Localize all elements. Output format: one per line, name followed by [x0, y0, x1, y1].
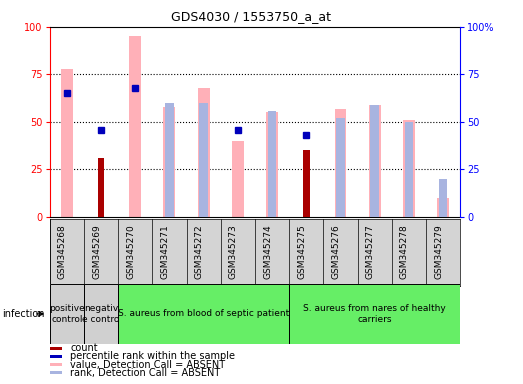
Bar — [98, 158, 105, 217]
Text: GDS4030 / 1553750_a_at: GDS4030 / 1553750_a_at — [171, 10, 331, 23]
Text: GSM345272: GSM345272 — [195, 224, 203, 279]
Bar — [405, 122, 413, 217]
Text: S. aureus from blood of septic patient: S. aureus from blood of septic patient — [118, 310, 289, 318]
Text: GSM345276: GSM345276 — [332, 224, 340, 279]
Bar — [50, 284, 84, 344]
Text: GSM345279: GSM345279 — [434, 224, 443, 279]
Text: GSM345277: GSM345277 — [366, 224, 374, 279]
Bar — [198, 88, 210, 217]
Bar — [50, 347, 62, 349]
Text: infection: infection — [3, 309, 45, 319]
Bar — [370, 105, 379, 217]
Bar — [266, 113, 278, 217]
Bar — [289, 284, 460, 344]
Text: GSM345269: GSM345269 — [92, 224, 101, 279]
Text: GSM345274: GSM345274 — [263, 224, 272, 279]
Bar — [303, 151, 310, 217]
Bar — [232, 141, 244, 217]
Text: negativ
e contro: negativ e contro — [82, 304, 120, 324]
Bar — [335, 109, 346, 217]
Bar — [437, 198, 449, 217]
Bar — [403, 120, 415, 217]
Bar — [50, 371, 62, 374]
Bar — [199, 103, 208, 217]
Bar — [61, 69, 73, 217]
Text: positive
control: positive control — [49, 304, 85, 324]
Bar — [336, 118, 345, 217]
Text: S. aureus from nares of healthy
carriers: S. aureus from nares of healthy carriers — [303, 304, 446, 324]
Text: count: count — [70, 343, 98, 353]
Bar — [50, 363, 62, 366]
Text: percentile rank within the sample: percentile rank within the sample — [70, 351, 235, 361]
Text: value, Detection Call = ABSENT: value, Detection Call = ABSENT — [70, 360, 225, 370]
Text: GSM345278: GSM345278 — [400, 224, 409, 279]
Bar — [50, 355, 62, 358]
Text: GSM345273: GSM345273 — [229, 224, 238, 279]
Bar — [268, 111, 276, 217]
Text: GSM345268: GSM345268 — [58, 224, 67, 279]
Text: rank, Detection Call = ABSENT: rank, Detection Call = ABSENT — [70, 368, 221, 378]
Text: GSM345275: GSM345275 — [297, 224, 306, 279]
Bar — [439, 179, 447, 217]
Bar — [129, 36, 141, 217]
Bar — [369, 105, 381, 217]
Bar — [84, 284, 118, 344]
Bar — [164, 107, 175, 217]
Text: GSM345271: GSM345271 — [161, 224, 169, 279]
Bar — [118, 284, 289, 344]
Text: GSM345270: GSM345270 — [126, 224, 135, 279]
Bar — [165, 103, 174, 217]
